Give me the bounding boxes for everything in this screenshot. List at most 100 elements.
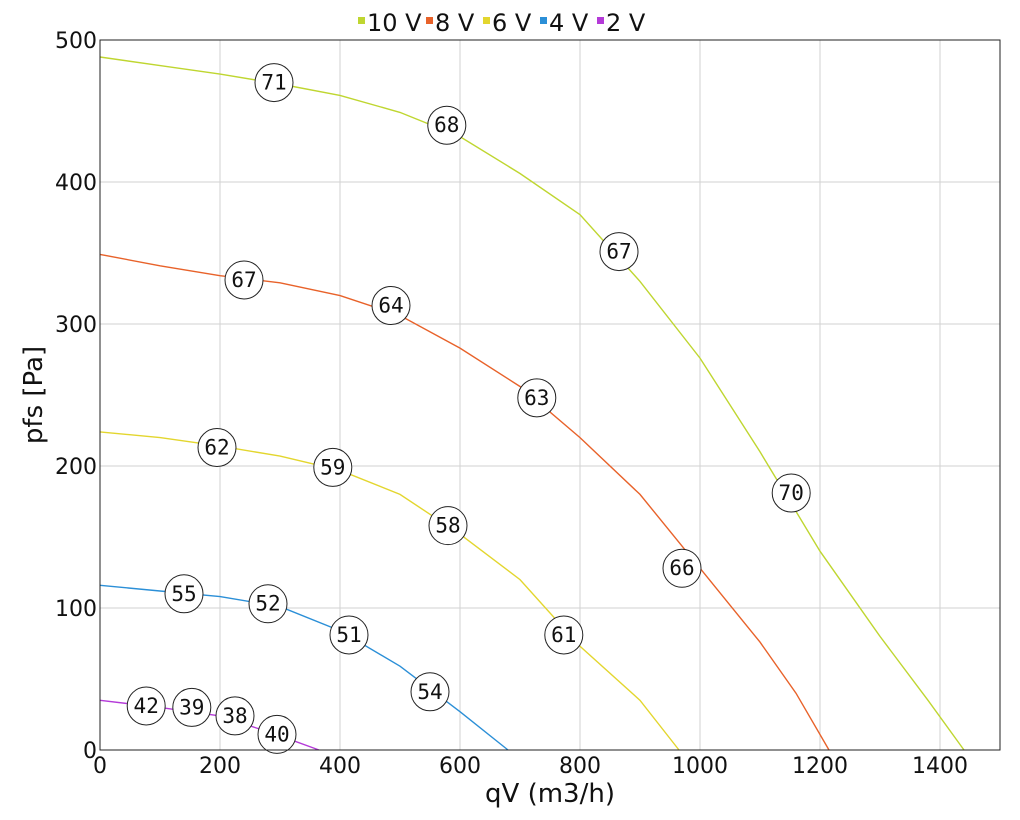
x-tick-label: 400 bbox=[319, 754, 361, 779]
y-axis-ticks: 0 100 200 300 400 500 bbox=[55, 29, 97, 764]
label-bubble bbox=[428, 506, 468, 546]
point-label: 71 bbox=[254, 63, 294, 103]
label-value: 38 bbox=[222, 704, 247, 728]
label-bubble bbox=[215, 696, 255, 736]
legend-item[interactable]: 10 V bbox=[358, 9, 422, 37]
legend-item[interactable]: 4 V bbox=[540, 9, 589, 37]
x-axis-title: qV (m3/h) bbox=[485, 779, 615, 809]
legend-item[interactable]: 2 V bbox=[597, 9, 646, 37]
point-label: 70 bbox=[771, 473, 811, 513]
y-tick-label: 400 bbox=[55, 171, 97, 196]
x-tick-label: 600 bbox=[439, 754, 481, 779]
label-value: 52 bbox=[255, 592, 280, 616]
label-value: 70 bbox=[779, 481, 804, 505]
label-value: 59 bbox=[320, 455, 345, 479]
label-bubble bbox=[599, 232, 639, 272]
series-line-10v bbox=[99, 56, 965, 751]
legend-swatch bbox=[597, 17, 604, 24]
legend[interactable]: 10 V 8 V 6 V 4 V 2 V bbox=[358, 9, 646, 37]
label-value: 64 bbox=[378, 294, 403, 318]
point-label: 68 bbox=[427, 105, 467, 145]
point-label: 59 bbox=[313, 447, 353, 487]
y-tick-label: 200 bbox=[55, 455, 97, 480]
label-value: 39 bbox=[179, 695, 204, 719]
label-bubble bbox=[771, 473, 811, 513]
legend-label: 8 V bbox=[435, 9, 475, 37]
label-value: 61 bbox=[551, 623, 576, 647]
label-bubble bbox=[313, 447, 353, 487]
y-tick-label: 0 bbox=[83, 739, 97, 764]
label-value: 66 bbox=[669, 556, 694, 580]
y-tick-label: 100 bbox=[55, 597, 97, 622]
label-bubble bbox=[257, 714, 297, 754]
legend-label: 4 V bbox=[549, 9, 589, 37]
y-tick-label: 500 bbox=[55, 29, 97, 54]
point-label: 58 bbox=[428, 506, 468, 546]
y-axis-title: pfs [Pa] bbox=[19, 346, 49, 444]
label-value: 54 bbox=[417, 680, 442, 704]
label-value: 62 bbox=[204, 436, 229, 460]
legend-swatch bbox=[540, 17, 547, 24]
point-label: 38 bbox=[215, 696, 255, 736]
point-label: 55 bbox=[164, 574, 204, 614]
label-value: 55 bbox=[171, 582, 196, 606]
x-tick-label: 1000 bbox=[672, 754, 728, 779]
legend-swatch bbox=[426, 17, 433, 24]
label-value: 63 bbox=[524, 386, 549, 410]
label-bubble bbox=[126, 686, 166, 726]
label-bubble bbox=[517, 378, 557, 418]
series-line-4v bbox=[99, 584, 509, 751]
label-bubble bbox=[371, 286, 411, 326]
legend-swatch bbox=[358, 17, 365, 24]
legend-item[interactable]: 6 V bbox=[483, 9, 532, 37]
x-tick-label: 0 bbox=[93, 754, 107, 779]
label-value: 67 bbox=[606, 240, 631, 264]
label-value: 40 bbox=[264, 722, 289, 746]
y-tick-label: 300 bbox=[55, 313, 97, 338]
point-label: 67 bbox=[599, 232, 639, 272]
legend-item[interactable]: 8 V bbox=[426, 9, 475, 37]
x-axis-ticks: 0 200 400 600 800 1000 1200 1400 bbox=[93, 754, 968, 779]
point-label: 51 bbox=[329, 615, 369, 655]
label-value: 68 bbox=[434, 113, 459, 137]
label-bubble bbox=[410, 672, 450, 712]
legend-label: 10 V bbox=[367, 9, 422, 37]
point-label: 67 bbox=[224, 260, 264, 300]
label-bubble bbox=[662, 548, 702, 588]
label-bubble bbox=[172, 687, 212, 727]
label-bubble bbox=[427, 105, 467, 145]
point-labels: 71 68 67 70 67 64 63 66 62 59 58 61 55 52 51 54 42 39 38 40 bbox=[126, 63, 811, 754]
label-bubble bbox=[197, 428, 237, 468]
label-value: 42 bbox=[134, 694, 159, 718]
point-label: 52 bbox=[248, 584, 288, 624]
legend-label: 6 V bbox=[492, 9, 532, 37]
x-tick-label: 200 bbox=[199, 754, 241, 779]
point-label: 61 bbox=[544, 615, 584, 655]
series-line-8v bbox=[99, 253, 830, 751]
point-label: 64 bbox=[371, 286, 411, 326]
point-label: 66 bbox=[662, 548, 702, 588]
point-label: 40 bbox=[257, 714, 297, 754]
x-tick-label: 1400 bbox=[912, 754, 968, 779]
point-label: 62 bbox=[197, 428, 237, 468]
label-value: 67 bbox=[231, 268, 256, 292]
point-label: 63 bbox=[517, 378, 557, 418]
label-bubble bbox=[248, 584, 288, 624]
point-label: 54 bbox=[410, 672, 450, 712]
legend-label: 2 V bbox=[606, 9, 646, 37]
label-value: 51 bbox=[336, 623, 361, 647]
point-label: 39 bbox=[172, 687, 212, 727]
label-bubble bbox=[329, 615, 369, 655]
x-tick-label: 800 bbox=[559, 754, 601, 779]
plot-frame bbox=[99, 39, 1001, 751]
label-value: 58 bbox=[435, 514, 460, 538]
x-tick-label: 1200 bbox=[792, 754, 848, 779]
point-label: 42 bbox=[126, 686, 166, 726]
label-bubble bbox=[254, 63, 294, 103]
label-bubble bbox=[224, 260, 264, 300]
label-bubble bbox=[544, 615, 584, 655]
label-value: 71 bbox=[261, 71, 286, 95]
label-bubble bbox=[164, 574, 204, 614]
legend-swatch bbox=[483, 17, 490, 24]
